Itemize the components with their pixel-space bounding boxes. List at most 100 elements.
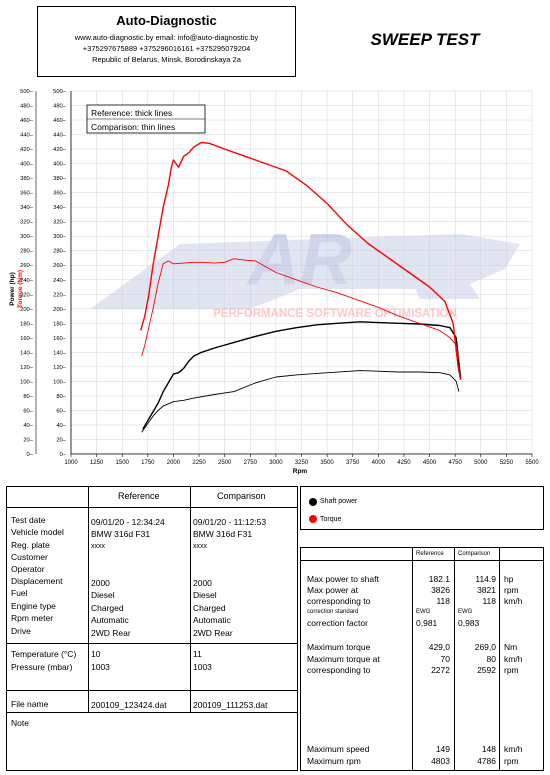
y-tick-label: 80– [23, 394, 33, 400]
x-tick-label: 3250 [295, 460, 309, 466]
x-tick-label: 2750 [244, 460, 258, 466]
y-tick-label-inner: 180– [53, 321, 67, 327]
y-tick-label-inner: 80– [56, 394, 66, 400]
x-tick-label: 3000 [269, 460, 283, 466]
y-tick-label-inner: 280– [53, 249, 67, 255]
torque-at-ref: 70 [440, 654, 450, 664]
temperature-label: Temperature (°C) [11, 649, 77, 659]
y-tick-label: 500– [20, 89, 34, 95]
x-tick-label: 4500 [423, 460, 437, 466]
company-phones: +375297675889 +375296016161 +37529507920… [82, 44, 251, 53]
corr-factor-ref: 0,981 [416, 618, 438, 628]
y-tick-label: 400– [20, 162, 34, 168]
y-tick-label: 180– [20, 321, 34, 327]
sweep-chart: AR PERFORMANCE SOFTWARE OPTIMISATION 100… [9, 89, 539, 475]
corr-factor-cmp: 0,983 [458, 618, 480, 628]
y-tick-label-inner: 20– [56, 437, 66, 443]
x-tick-label: 4750 [448, 460, 462, 466]
y-tick-labels: 0– 20– 40– 60– 80– 100– 120– 140– 160– 180– 200– 22… [20, 89, 34, 458]
max-power-ref: 182.1 [428, 574, 450, 584]
y-axis-label-torque: Torque (Nm) [17, 270, 24, 308]
y-tick-label: 160– [20, 336, 34, 342]
info-col-comparison: Comparison [217, 491, 266, 501]
y-tick-label-inner: 360– [53, 191, 67, 197]
pressure-label: Pressure (mbar) [11, 662, 73, 672]
x-tick-label: 4250 [397, 460, 411, 466]
y-tick-label-inner: 120– [53, 365, 67, 371]
max-torque-ref: 429,0 [428, 642, 450, 652]
max-rpm-cmp: 4786 [477, 756, 496, 766]
row-label-engine-type: Engine type [11, 601, 56, 611]
x-tick-labels: 1000 1250 1500 1750 2000 2250 2500 2750 3000 3250… [64, 460, 539, 466]
torque-at-unit: km/h [504, 654, 523, 664]
row-label-fuel: Fuel [11, 588, 28, 598]
max-speed-cmp: 148 [481, 744, 496, 754]
torque-corr-label: corresponding to [307, 665, 371, 675]
series-line-1 [140, 141, 462, 381]
max-speed-ref: 149 [435, 744, 450, 754]
y-tick-label-inner: 0– [60, 452, 67, 458]
y-tick-label-inner: 480– [53, 104, 67, 110]
info-col-reference: Reference [118, 491, 160, 501]
y-tick-label: 100– [20, 379, 34, 385]
row-label-test-date: Test date [11, 515, 46, 525]
power-corr-label: corresponding to [307, 596, 371, 606]
power-at-unit: rpm [504, 585, 519, 595]
x-tick-label: 2000 [167, 460, 181, 466]
power-at-label: Max power at [307, 585, 359, 595]
max-speed-unit: km/h [504, 744, 523, 754]
row-ref-vehicle: BMW 316d F31 [91, 529, 151, 539]
y-tick-label: 460– [20, 118, 34, 124]
y-tick-label: 60– [23, 408, 33, 414]
row-cmp-engine-type: Charged [193, 603, 226, 613]
y-tick-label: 220– [20, 292, 34, 298]
shaft-power-dot-icon [309, 498, 317, 506]
row-ref-reg-plate: xxxx [91, 543, 105, 550]
max-power-cmp: 114.9 [475, 574, 496, 584]
row-cmp-displacement: 2000 [193, 578, 212, 588]
pressure-cmp: 1003 [193, 662, 212, 672]
y-tick-label-inner: 460– [53, 118, 67, 124]
y-tick-label-inner: 40– [56, 423, 66, 429]
y-tick-label: 260– [20, 263, 34, 269]
chart-axes [35, 91, 533, 457]
max-power-unit: hp [504, 574, 514, 584]
legend-shaft-power: Shaft power [320, 498, 358, 505]
power-corr-ref: 118 [436, 596, 450, 606]
x-tick-label: 2500 [218, 460, 232, 466]
temperature-cmp: 11 [193, 649, 202, 659]
chart-legend-box: Reference: thick lines Comparison: thin … [86, 104, 206, 134]
torque-at-label: Maximum torque at [307, 654, 380, 664]
row-label-rpm-meter: Rpm meter [11, 613, 54, 623]
y-tick-label: 20– [23, 437, 33, 443]
torque-corr-cmp: 2592 [477, 665, 496, 675]
pressure-ref: 1003 [91, 662, 110, 672]
y-tick-label: 320– [20, 220, 34, 226]
y-tick-label: 40– [23, 423, 33, 429]
company-name: Auto-Diagnostic [116, 13, 217, 28]
row-ref-test-date: 09/01/20 - 12:34:24 [91, 517, 165, 527]
x-tick-label: 1000 [64, 460, 78, 466]
x-tick-label: 5000 [474, 460, 488, 466]
series-line-3 [141, 258, 460, 360]
note-label: Note [11, 718, 29, 728]
y-tick-label: 240– [20, 278, 34, 284]
y-tick-label-inner: 440– [53, 133, 67, 139]
watermark-logo: AR [246, 220, 352, 300]
max-torque-unit: Nm [504, 642, 518, 652]
row-cmp-fuel: Diesel [193, 590, 217, 600]
y-tick-label: 300– [20, 234, 34, 240]
watermark: AR PERFORMANCE SOFTWARE OPTIMISATION [90, 220, 520, 320]
y-tick-label-inner: 380– [53, 176, 67, 182]
max-torque-label: Maximum torque [307, 642, 371, 652]
y-tick-label: 120– [20, 365, 34, 371]
max-rpm-label: Maximum rpm [307, 756, 361, 766]
row-ref-rpm-meter: Automatic [91, 615, 129, 625]
series-line-0 [142, 321, 462, 430]
x-tick-label: 5250 [500, 460, 514, 466]
y-tick-label: 380– [20, 176, 34, 182]
row-cmp-drive: 2WD Rear [193, 628, 233, 638]
y-tick-label-inner: 240– [53, 278, 67, 284]
row-ref-drive: 2WD Rear [91, 628, 131, 638]
max-rpm-ref: 4803 [431, 756, 450, 766]
